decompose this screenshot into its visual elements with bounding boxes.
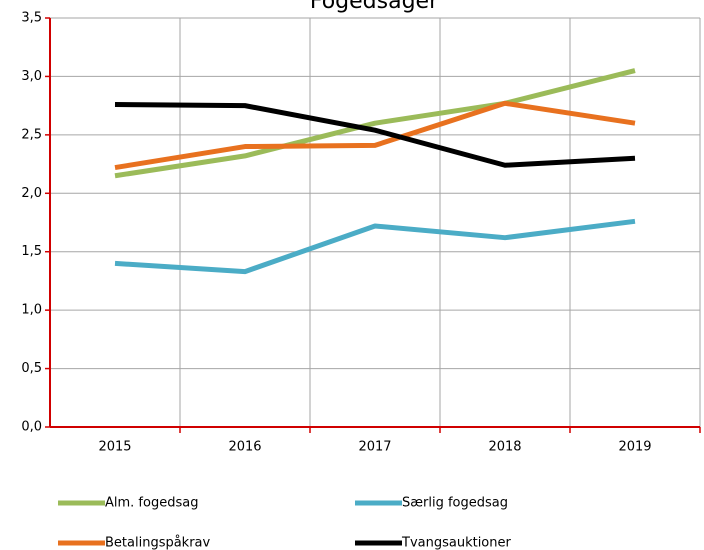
legend-label: Særlig fogedsag bbox=[402, 496, 508, 511]
legend-label: Tvangsauktioner bbox=[401, 536, 511, 550]
x-tick-label: 2017 bbox=[358, 440, 391, 455]
series-line bbox=[114, 100, 636, 171]
y-tick-label: 2,5 bbox=[21, 127, 42, 142]
y-tick-label: 1,5 bbox=[21, 244, 42, 259]
y-tick-label: 3,0 bbox=[21, 69, 42, 84]
legend-label: Alm. fogedsag bbox=[105, 496, 198, 511]
y-tick-label: 3,5 bbox=[21, 11, 42, 26]
x-tick-label: 2016 bbox=[228, 440, 261, 455]
y-tick-label: 1,0 bbox=[21, 303, 42, 318]
x-tick-label: 2018 bbox=[488, 440, 521, 455]
chart-title: Fogedsager bbox=[310, 0, 439, 14]
series-line bbox=[114, 218, 636, 275]
x-tick-label: 2019 bbox=[618, 440, 651, 455]
series-line bbox=[114, 101, 636, 168]
y-tick-label: 0,5 bbox=[21, 361, 42, 376]
y-tick-label: 0,0 bbox=[21, 420, 42, 435]
legend-label: Betalingspåkrav bbox=[105, 536, 211, 550]
x-tick-label: 2015 bbox=[98, 440, 131, 455]
y-tick-label: 2,0 bbox=[21, 186, 42, 201]
series-line bbox=[114, 68, 636, 179]
